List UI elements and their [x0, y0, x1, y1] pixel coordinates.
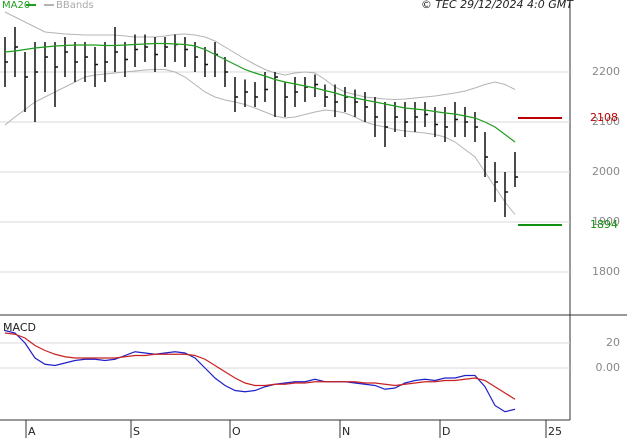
legend-label: MA20	[2, 0, 30, 11]
y-tick-label: 0.00	[596, 361, 621, 374]
price-level-label: 1894	[590, 218, 618, 231]
y-tick-label: 1900	[592, 215, 620, 228]
x-tick-label: S	[133, 425, 140, 438]
x-tick-label: 25	[548, 425, 562, 438]
y-tick-label: 1800	[592, 265, 620, 278]
bollinger-lower	[4, 69, 516, 215]
y-tick-label: 20	[606, 336, 620, 349]
x-tick-label: A	[28, 425, 36, 438]
attribution: © TEC 29/12/2024 4:0 GMT	[421, 0, 574, 11]
panel-title: MACD	[3, 321, 36, 334]
x-tick-label: D	[442, 425, 450, 438]
y-tick-label: 2000	[592, 165, 620, 178]
x-tick-label: O	[232, 425, 241, 438]
indicator-line	[4, 329, 516, 413]
indicator-line	[4, 332, 516, 400]
y-tick-label: 2100	[592, 115, 620, 128]
legend-label: BBands	[56, 0, 94, 11]
bollinger-upper	[4, 11, 516, 101]
x-tick-label: N	[342, 425, 350, 438]
price-level-label: 2108	[590, 111, 618, 124]
moving-average	[4, 42, 516, 143]
y-tick-label: 2200	[592, 65, 620, 78]
